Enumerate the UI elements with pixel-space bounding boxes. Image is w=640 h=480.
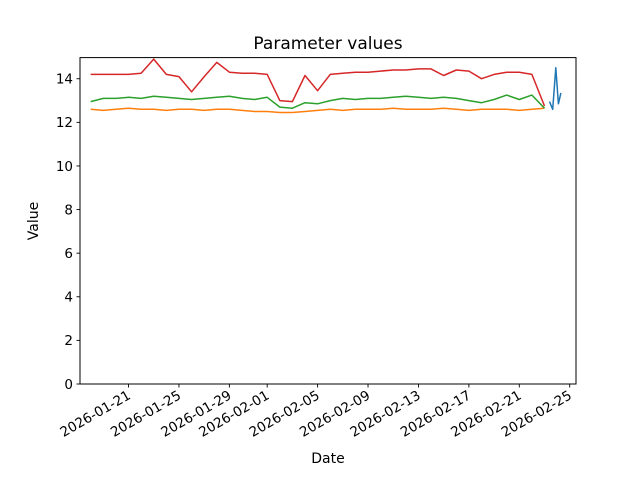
y-tick-label: 6 [64, 246, 73, 262]
series-blue [548, 67, 562, 111]
y-tick-label: 14 [56, 72, 73, 88]
chart-title: Parameter values [253, 34, 402, 54]
y-tick-label: 12 [56, 115, 73, 131]
y-tick-label: 8 [64, 202, 73, 218]
y-axis-label: Value [26, 202, 42, 240]
y-tick-label: 2 [64, 333, 73, 349]
y-tick-label: 4 [64, 290, 73, 306]
x-axis-label: Date [311, 451, 344, 467]
axes-frame [79, 57, 577, 385]
series-orange [90, 107, 545, 114]
series-green [90, 94, 546, 109]
y-tick-label: 0 [64, 377, 73, 393]
axes-layer: 024681012142026-01-212026-01-252026-01-2… [56, 57, 577, 441]
series-red [90, 58, 546, 107]
y-tick-label: 10 [56, 159, 73, 175]
